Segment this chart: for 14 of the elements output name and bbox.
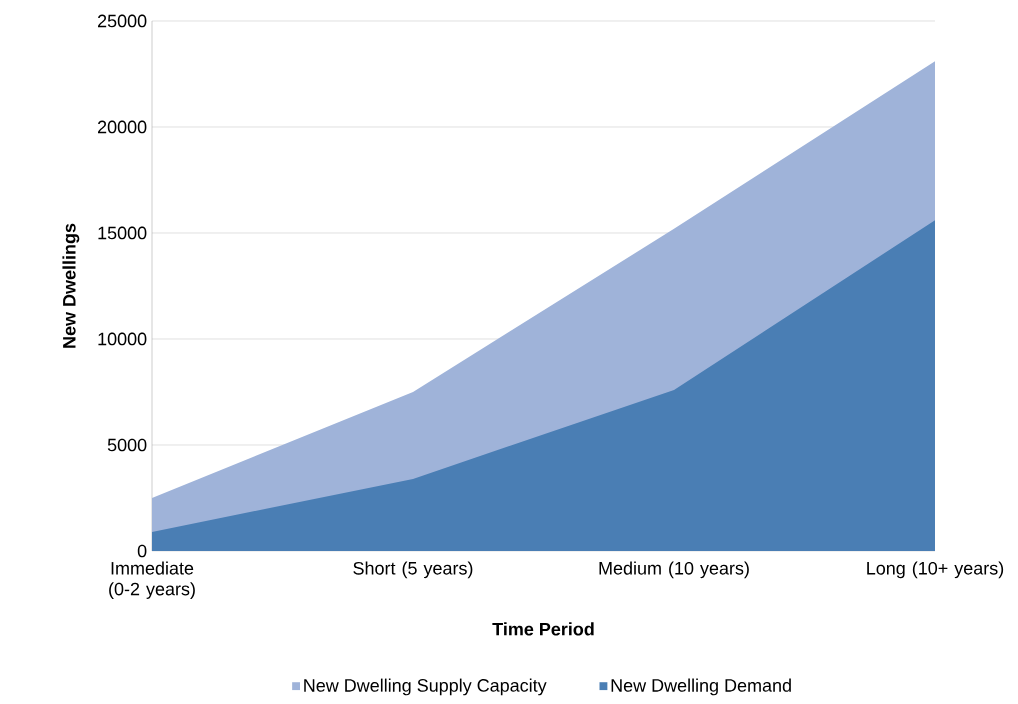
legend-label: New Dwelling Demand: [611, 678, 791, 696]
y-tick-label: 10000: [98, 332, 147, 346]
y-tick-label: 5000: [107, 438, 147, 452]
y-axis-title: New Dwellings: [62, 223, 80, 348]
y-tick-label: 15000: [98, 226, 147, 240]
x-axis-title: Time Period: [492, 622, 594, 636]
y-tick-label: 0: [137, 544, 147, 558]
y-tick-label: 20000: [98, 120, 147, 134]
y-tick-label: 25000: [98, 14, 147, 28]
x-tick-label: Long (10+ years): [867, 561, 1004, 579]
x-tick-label: Medium (10 years): [599, 561, 749, 579]
x-tick-label: Immediate (0-2 years): [109, 561, 195, 599]
legend-label: New Dwelling Supply Capacity: [304, 678, 547, 696]
x-tick-label: Short (5 years): [353, 561, 473, 579]
